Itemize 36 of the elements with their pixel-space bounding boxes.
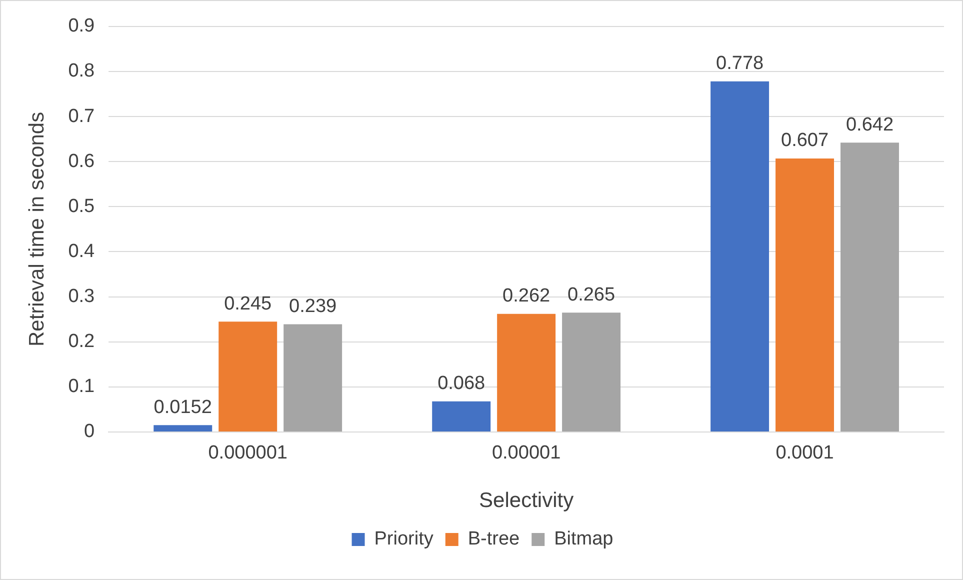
bar bbox=[284, 324, 342, 432]
data-label: 0.778 bbox=[716, 53, 764, 74]
data-label: 0.265 bbox=[568, 284, 616, 306]
bar bbox=[218, 322, 278, 432]
data-label: 0.068 bbox=[438, 373, 486, 394]
y-tick-label: 0.2 bbox=[68, 331, 95, 352]
y-tick-label: 0.5 bbox=[68, 196, 95, 217]
data-label: 0.245 bbox=[224, 293, 272, 314]
y-tick-label: 0.9 bbox=[68, 16, 95, 37]
bar bbox=[497, 314, 556, 432]
bar bbox=[710, 81, 770, 432]
x-tick-label: 0.00001 bbox=[492, 442, 561, 464]
y-axis-title: Retrieval time in seconds bbox=[25, 112, 48, 347]
bar bbox=[840, 142, 899, 432]
data-label: 0.239 bbox=[289, 296, 337, 318]
legend-label: B-tree bbox=[468, 528, 520, 550]
legend-label: Priority bbox=[374, 528, 434, 550]
bar bbox=[562, 312, 621, 432]
y-tick-label: 0.6 bbox=[68, 150, 95, 172]
legend-label: Bitmap bbox=[554, 528, 614, 550]
data-label: 0.642 bbox=[846, 114, 894, 136]
y-tick-label: 0.1 bbox=[68, 376, 95, 398]
y-tick-label: 0 bbox=[84, 421, 95, 442]
y-tick-label: 0.7 bbox=[68, 106, 95, 127]
bar bbox=[776, 158, 834, 432]
y-tick-label: 0.8 bbox=[68, 60, 95, 82]
bar bbox=[432, 401, 491, 432]
x-tick-label: 0.0001 bbox=[776, 442, 834, 464]
y-tick-label: 0.3 bbox=[68, 286, 95, 308]
data-label: 0.262 bbox=[502, 286, 550, 307]
x-tick-label: 0.000001 bbox=[208, 442, 288, 464]
y-tick-label: 0.4 bbox=[68, 240, 96, 262]
bar bbox=[154, 425, 212, 432]
data-label: 0.0152 bbox=[154, 396, 212, 418]
x-axis-title: Selectivity bbox=[479, 489, 574, 512]
data-label: 0.607 bbox=[780, 130, 829, 152]
